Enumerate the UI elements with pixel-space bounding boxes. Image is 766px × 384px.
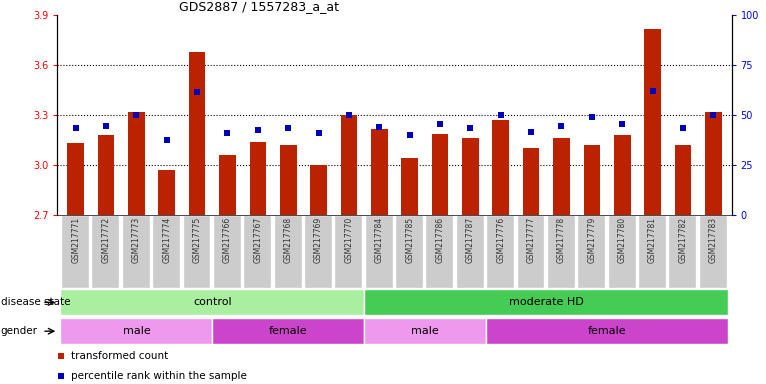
Bar [669, 215, 696, 288]
Bar [522, 149, 539, 215]
Text: GSM217772: GSM217772 [102, 217, 110, 263]
Bar [335, 215, 362, 288]
Bar [304, 215, 332, 288]
Text: moderate HD: moderate HD [509, 297, 584, 308]
Bar [607, 215, 636, 288]
Bar [547, 215, 574, 288]
Bar [493, 120, 509, 215]
Text: male: male [411, 326, 439, 336]
Bar [371, 129, 388, 215]
Text: GSM217785: GSM217785 [405, 217, 414, 263]
Bar [395, 215, 423, 288]
Bar [341, 115, 357, 215]
Text: GSM217776: GSM217776 [496, 217, 506, 263]
Bar [122, 215, 150, 288]
Bar [280, 145, 296, 215]
Text: GSM217766: GSM217766 [223, 217, 232, 263]
Bar [61, 290, 364, 315]
Bar [456, 215, 484, 288]
Bar [364, 290, 728, 315]
Bar [401, 159, 418, 215]
Bar [188, 52, 205, 215]
Bar [516, 215, 545, 288]
Text: GSM217771: GSM217771 [71, 217, 80, 263]
Text: GSM217775: GSM217775 [192, 217, 201, 263]
Text: GSM217769: GSM217769 [314, 217, 323, 263]
Bar [486, 215, 514, 288]
Text: GSM217779: GSM217779 [588, 217, 597, 263]
Text: female: female [269, 326, 307, 336]
Bar [250, 142, 267, 215]
Text: percentile rank within the sample: percentile rank within the sample [71, 371, 247, 381]
Text: GSM217784: GSM217784 [375, 217, 384, 263]
Bar [425, 215, 453, 288]
Bar [584, 145, 601, 215]
Bar [365, 215, 393, 288]
Bar [699, 215, 727, 288]
Bar [219, 155, 236, 215]
Bar [644, 29, 661, 215]
Bar [553, 139, 570, 215]
Text: GSM217774: GSM217774 [162, 217, 172, 263]
Text: GSM217778: GSM217778 [557, 217, 566, 263]
Text: GSM217777: GSM217777 [527, 217, 535, 263]
Text: disease state: disease state [1, 297, 70, 308]
Bar [67, 144, 84, 215]
Text: GSM217780: GSM217780 [617, 217, 627, 263]
Bar [675, 145, 691, 215]
Text: GSM217773: GSM217773 [132, 217, 141, 263]
Bar [128, 112, 145, 215]
Text: GSM217781: GSM217781 [648, 217, 657, 263]
Bar [638, 215, 666, 288]
Bar [486, 318, 728, 344]
Bar [61, 318, 212, 344]
Text: GSM217786: GSM217786 [436, 217, 444, 263]
Bar [182, 215, 211, 288]
Text: female: female [588, 326, 627, 336]
Bar [273, 215, 302, 288]
Bar [614, 135, 630, 215]
Bar [244, 215, 271, 288]
Bar [310, 165, 327, 215]
Bar [212, 318, 364, 344]
Bar [213, 215, 241, 288]
Bar [152, 215, 180, 288]
Bar [364, 318, 486, 344]
Text: gender: gender [1, 326, 38, 336]
Text: GSM217768: GSM217768 [283, 217, 293, 263]
Bar [91, 215, 119, 288]
Text: transformed count: transformed count [71, 351, 169, 361]
Bar [462, 139, 479, 215]
Text: control: control [193, 297, 231, 308]
Bar [432, 134, 448, 215]
Text: GSM217783: GSM217783 [709, 217, 718, 263]
Bar [578, 215, 605, 288]
Bar [159, 170, 175, 215]
Text: GSM217787: GSM217787 [466, 217, 475, 263]
Text: male: male [123, 326, 150, 336]
Text: GDS2887 / 1557283_a_at: GDS2887 / 1557283_a_at [178, 0, 339, 13]
Text: GSM217782: GSM217782 [679, 217, 687, 263]
Bar [705, 112, 722, 215]
Bar [98, 135, 114, 215]
Text: GSM217767: GSM217767 [254, 217, 262, 263]
Bar [61, 215, 89, 288]
Text: GSM217770: GSM217770 [345, 217, 353, 263]
